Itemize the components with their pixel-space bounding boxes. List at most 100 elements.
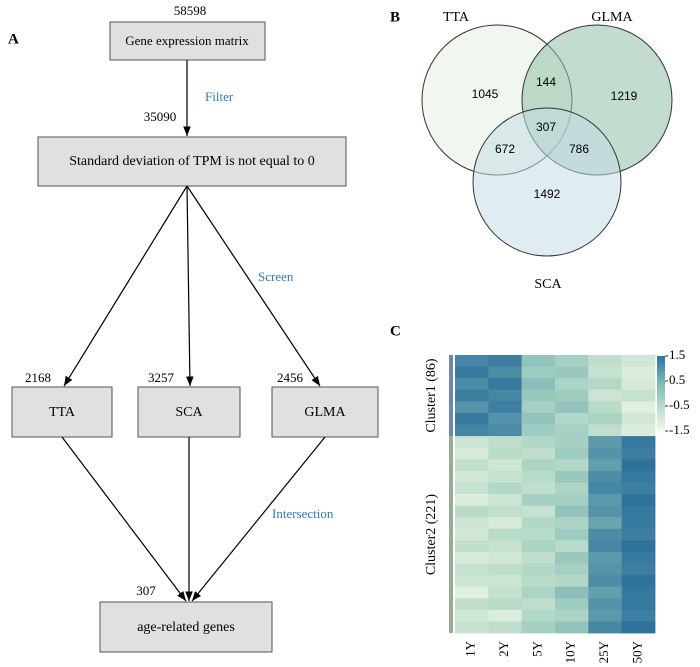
heat-cell <box>455 447 489 460</box>
heat-cell <box>588 378 623 391</box>
heat-cell <box>488 424 523 437</box>
heat-cell <box>555 424 589 437</box>
node-label: GLMA <box>304 405 346 420</box>
heat-cell <box>455 412 489 425</box>
heat-cell <box>455 586 489 599</box>
heat-cell <box>621 401 656 414</box>
heat-cell <box>455 436 489 449</box>
heat-cell <box>521 470 556 483</box>
heat-cell <box>521 355 556 367</box>
heat-cell <box>488 447 523 460</box>
heat-cell <box>521 586 556 599</box>
heat-cell <box>455 609 489 622</box>
heat-cell <box>455 563 489 576</box>
heat-cell <box>455 528 489 541</box>
heat-cell <box>521 401 556 414</box>
heat-cell <box>488 540 523 553</box>
heat-cell <box>621 517 656 530</box>
heat-cell <box>488 482 523 495</box>
heat-cell <box>488 389 523 402</box>
region-count: 786 <box>569 142 589 156</box>
heat-cell <box>555 563 589 576</box>
colorbar <box>657 356 665 431</box>
heat-cell <box>455 494 489 506</box>
heat-cell <box>588 621 623 634</box>
heat-cell <box>621 598 656 611</box>
set-label: SCA <box>534 277 562 292</box>
heat-cell <box>621 551 656 564</box>
node-count: 2168 <box>25 370 51 385</box>
region-count: 1492 <box>534 187 561 201</box>
heat-cell <box>455 621 489 634</box>
heat-cell <box>455 470 489 483</box>
heat-cell <box>488 563 523 576</box>
node-box <box>99 601 273 653</box>
node-label: TTA <box>49 405 76 420</box>
heat-cell <box>621 540 656 553</box>
heat-cell <box>621 609 656 622</box>
heat-cell <box>588 355 623 367</box>
arrow <box>186 185 194 387</box>
heat-cell <box>555 575 589 588</box>
cluster-bar <box>449 436 453 633</box>
heat-cell <box>621 470 656 483</box>
heat-cell <box>488 609 523 622</box>
arrow <box>63 185 188 387</box>
heat-cell <box>588 482 623 495</box>
heat-cell <box>621 389 656 402</box>
heat-cell <box>455 551 489 564</box>
heat-cell <box>521 482 556 495</box>
heat-cell <box>621 424 656 437</box>
heat-cell <box>588 389 623 402</box>
heat-cell <box>588 459 623 472</box>
column-label: 25Y <box>596 640 611 663</box>
node-label: age-related genes <box>137 620 235 635</box>
heat-cell <box>588 551 623 564</box>
heat-cell <box>555 609 589 622</box>
cluster-label: Cluster1 (86) <box>424 358 439 433</box>
heat-cell <box>621 575 656 588</box>
region-count: 1219 <box>611 89 638 103</box>
heat-cell <box>555 459 589 472</box>
heat-cell <box>555 355 589 367</box>
heat-cell <box>521 551 556 564</box>
heat-cell <box>621 355 656 367</box>
heat-cell <box>621 621 656 634</box>
heat-cell <box>588 517 623 530</box>
heat-cell <box>555 517 589 530</box>
region-count: 672 <box>495 142 515 156</box>
heat-cell <box>588 424 623 437</box>
heat-cell <box>555 482 589 495</box>
heat-cell <box>555 401 589 414</box>
colorbar-tick-label: 1.5 <box>669 347 685 362</box>
heat-cell <box>455 482 489 495</box>
arrow <box>61 436 187 602</box>
node-count: 35090 <box>144 109 177 124</box>
heat-cell <box>588 470 623 483</box>
heat-cell <box>488 551 523 564</box>
heat-cell <box>521 447 556 460</box>
set-circle <box>472 107 622 257</box>
heat-cell <box>555 586 589 599</box>
column-label: 50Y <box>629 640 644 663</box>
heat-cell <box>488 366 523 379</box>
heat-cell <box>455 355 489 367</box>
heat-cell <box>588 598 623 611</box>
column-label: 10Y <box>563 640 578 663</box>
heat-cell <box>488 575 523 588</box>
heat-cell <box>621 586 656 599</box>
heat-cell <box>488 586 523 599</box>
heat-cell <box>555 540 589 553</box>
heat-cell <box>621 378 656 391</box>
heat-cell <box>621 563 656 576</box>
heat-cell <box>521 528 556 541</box>
heat-cell <box>621 447 656 460</box>
heat-cell <box>521 494 556 506</box>
heat-cell <box>521 389 556 402</box>
heat-cell <box>588 436 623 449</box>
node-label: SCA <box>175 405 203 420</box>
heat-cell <box>488 378 523 391</box>
heat-cell <box>588 447 623 460</box>
panel-label: A <box>8 31 19 47</box>
